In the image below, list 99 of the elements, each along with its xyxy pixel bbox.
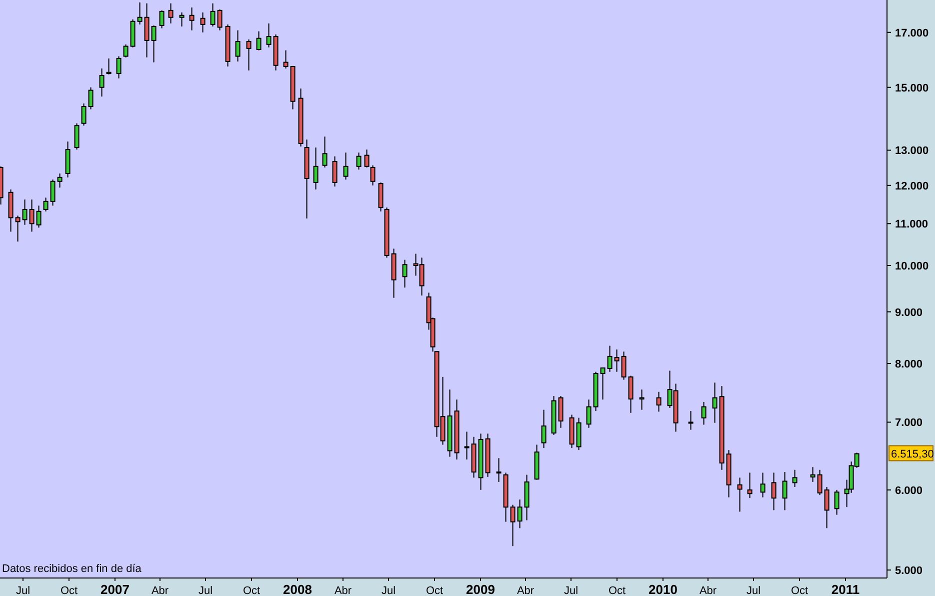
x-tick-label: Abr [334, 585, 352, 596]
candlestick [210, 2, 216, 27]
candlestick [123, 44, 128, 58]
x-tick-label: Jul [381, 585, 396, 596]
x-tick-label: Oct [60, 585, 78, 596]
candlestick [200, 12, 206, 33]
y-tick-label: 10.000 [895, 260, 929, 272]
candlestick [22, 199, 28, 226]
candlestick [179, 12, 184, 27]
candlestick [50, 179, 56, 206]
candlestick [792, 469, 798, 488]
candlestick [343, 152, 348, 180]
candlestick [168, 2, 174, 24]
x-tick-label: Oct [790, 585, 808, 596]
candlestick [558, 396, 564, 428]
candlestick [370, 164, 376, 186]
candlestick [378, 182, 384, 212]
candlestick [496, 458, 502, 482]
candlestick [810, 466, 816, 482]
candlestick [712, 382, 718, 424]
candlestick [834, 489, 840, 516]
candlestick [541, 409, 546, 449]
candlestick [510, 504, 516, 547]
x-tick-label: 2008 [283, 582, 312, 596]
candlestick [116, 56, 122, 79]
candlestick [364, 149, 370, 168]
candlestick [43, 197, 48, 212]
x-tick-label: 2011 [831, 582, 860, 596]
x-tick-label: Jul [16, 585, 30, 596]
candlestick [517, 499, 522, 529]
text: 6.515,30 [891, 448, 934, 461]
candlestick [137, 2, 142, 25]
candlestick [144, 2, 150, 58]
candlestick [688, 410, 694, 430]
candlestick [817, 469, 822, 496]
candlestick [760, 472, 766, 498]
candlestick [159, 10, 164, 29]
x-tick-label: Oct [608, 585, 626, 596]
candlestick [217, 8, 222, 31]
candlestick [283, 50, 288, 69]
y-tick-label: 12.000 [895, 180, 929, 192]
candlestick [266, 22, 272, 48]
candlestick [15, 215, 20, 242]
y-tick-label: 5.000 [895, 565, 923, 578]
y-tick-label: 8.000 [895, 358, 923, 371]
candlestick [782, 471, 788, 511]
x-tick-label: Abr [151, 585, 169, 596]
candlestick [88, 86, 94, 110]
candlestick [771, 472, 776, 511]
candlestick [29, 199, 34, 232]
candlestick [621, 351, 626, 380]
annotation: Datos recibidos en fin de día [2, 563, 142, 575]
candlestick [586, 399, 592, 428]
y-tick-label: 13.000 [895, 145, 929, 158]
candlestick [614, 348, 620, 372]
x-tick-label: Jul [198, 585, 213, 596]
candlestick [737, 477, 742, 512]
candlestick [57, 172, 62, 188]
x-tick-label: 2010 [648, 582, 678, 596]
candlestick [464, 431, 470, 460]
y-tick-label: 11.000 [895, 218, 928, 231]
candlestick [747, 472, 752, 499]
candlestick [607, 345, 612, 372]
candlestick [656, 391, 662, 412]
y-tick-label: 17.000 [895, 27, 929, 40]
x-tick-label: Abr [516, 585, 534, 596]
candlestick [576, 417, 582, 451]
candlestick [824, 486, 830, 529]
candlestick [256, 30, 262, 51]
y-tick-label: 6.000 [895, 484, 923, 497]
x-tick-label: Jul [564, 585, 578, 596]
candlestick [628, 375, 634, 414]
candlestick [313, 147, 318, 190]
candlestick [332, 156, 338, 187]
candlestick [701, 401, 706, 426]
candlestick [600, 367, 606, 400]
x-tick-label: Oct [242, 585, 260, 596]
y-tick-label: 9.000 [895, 306, 923, 319]
y-tick-label: 7.000 [895, 417, 923, 430]
candlestick [246, 38, 252, 71]
x-tick-label: Jul [746, 585, 761, 596]
x-tick-label: 2009 [466, 582, 495, 596]
candlestick [189, 7, 194, 31]
candlestick [81, 102, 86, 126]
candlestick [151, 24, 156, 63]
y-tick-label: 15.000 [895, 82, 929, 94]
x-tick-label: Abr [699, 585, 717, 596]
candlestick [639, 389, 644, 410]
x-tick-label: 2007 [100, 582, 130, 596]
candlestick [235, 30, 240, 62]
candlestick [106, 58, 112, 75]
x-tick-label: Oct [426, 585, 444, 596]
candlestick [65, 141, 70, 178]
candlestick [99, 68, 104, 98]
candlestick [322, 136, 328, 168]
candlestick [402, 259, 408, 288]
candlestick [74, 122, 80, 150]
candlestick [356, 152, 362, 170]
candlestick [36, 205, 42, 228]
